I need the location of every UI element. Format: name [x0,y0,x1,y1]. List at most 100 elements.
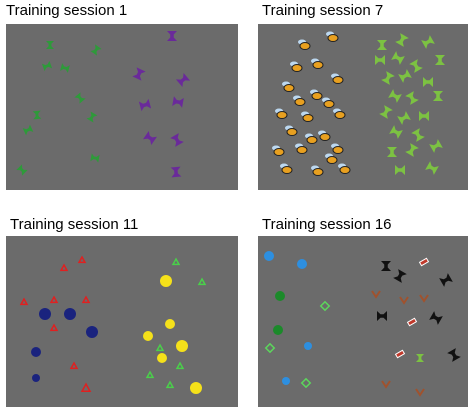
bee [311,92,323,100]
bee [312,168,324,176]
stimulus [74,92,86,104]
stimulus [300,377,312,389]
stimulus [395,165,405,175]
bee [286,128,298,136]
stimulus [90,153,100,163]
stimulus [377,311,387,321]
bee [299,42,311,50]
stimulus [389,125,403,139]
stimulus [22,124,34,136]
panel-title: Training session 16 [262,216,392,233]
stimulus [275,291,285,301]
stimulus [80,382,92,392]
stimulus [406,317,418,327]
bee [276,111,288,119]
bee [312,61,324,69]
stimulus [415,388,425,397]
stimulus [138,98,152,112]
stimulus [429,311,443,325]
bee [273,148,285,156]
stimulus [165,380,175,389]
stimulus [155,343,165,352]
stimulus [59,263,69,272]
stimulus [77,255,87,264]
stimulus [388,89,402,103]
stimulus [375,55,385,65]
panel [6,236,238,407]
bee [339,166,351,174]
stimulus [90,44,102,56]
stimulus [418,257,430,267]
stimulus [423,77,433,87]
bee [281,166,293,174]
stimulus [160,275,172,287]
stimulus [282,377,290,385]
stimulus [197,277,207,286]
stimulus [399,296,409,305]
stimulus [405,143,419,157]
bee [291,64,303,72]
stimulus [171,257,181,266]
bee [306,136,318,144]
stimulus [49,295,59,304]
stimulus [176,340,188,352]
panel [258,24,468,190]
stimulus [81,295,91,304]
stimulus [170,166,182,178]
stimulus [393,269,407,283]
stimulus [379,105,393,119]
stimulus [371,290,381,299]
stimulus [175,72,191,88]
stimulus [297,259,307,269]
stimulus [425,161,439,175]
stimulus [416,354,424,362]
stimulus [381,71,395,85]
stimulus [273,325,283,335]
bee [302,114,314,122]
stimulus [167,31,177,41]
stimulus [157,353,167,363]
stimulus [31,347,41,357]
stimulus [435,55,445,65]
stimulus [41,60,53,72]
stimulus [394,349,406,359]
bee [323,100,335,108]
stimulus [60,63,70,73]
bee [319,133,331,141]
bee [283,84,295,92]
stimulus [429,139,443,153]
stimulus [143,331,153,341]
panel-title: Training session 7 [262,2,384,19]
stimulus [190,382,202,394]
bee [294,98,306,106]
stimulus [397,111,411,125]
stimulus [439,273,453,287]
stimulus [398,69,412,83]
bee [334,111,346,119]
stimulus [421,35,435,49]
stimulus [49,323,59,332]
bee [327,34,339,42]
panel [6,24,238,190]
stimulus [381,380,391,389]
stimulus [165,319,175,329]
stimulus [395,33,409,47]
panel-title: Training session 11 [10,216,139,233]
bee [296,146,308,154]
stimulus [381,261,391,271]
stimulus [132,67,146,81]
stimulus [433,91,443,101]
stimulus [46,41,54,49]
stimulus [304,342,312,350]
stimulus [447,348,461,362]
stimulus [264,251,274,261]
stimulus [409,59,423,73]
stimulus [419,294,429,303]
stimulus [319,300,331,312]
stimulus [391,51,405,65]
stimulus [86,326,98,338]
bee [332,76,344,84]
stimulus [143,131,157,145]
stimulus [411,128,425,142]
